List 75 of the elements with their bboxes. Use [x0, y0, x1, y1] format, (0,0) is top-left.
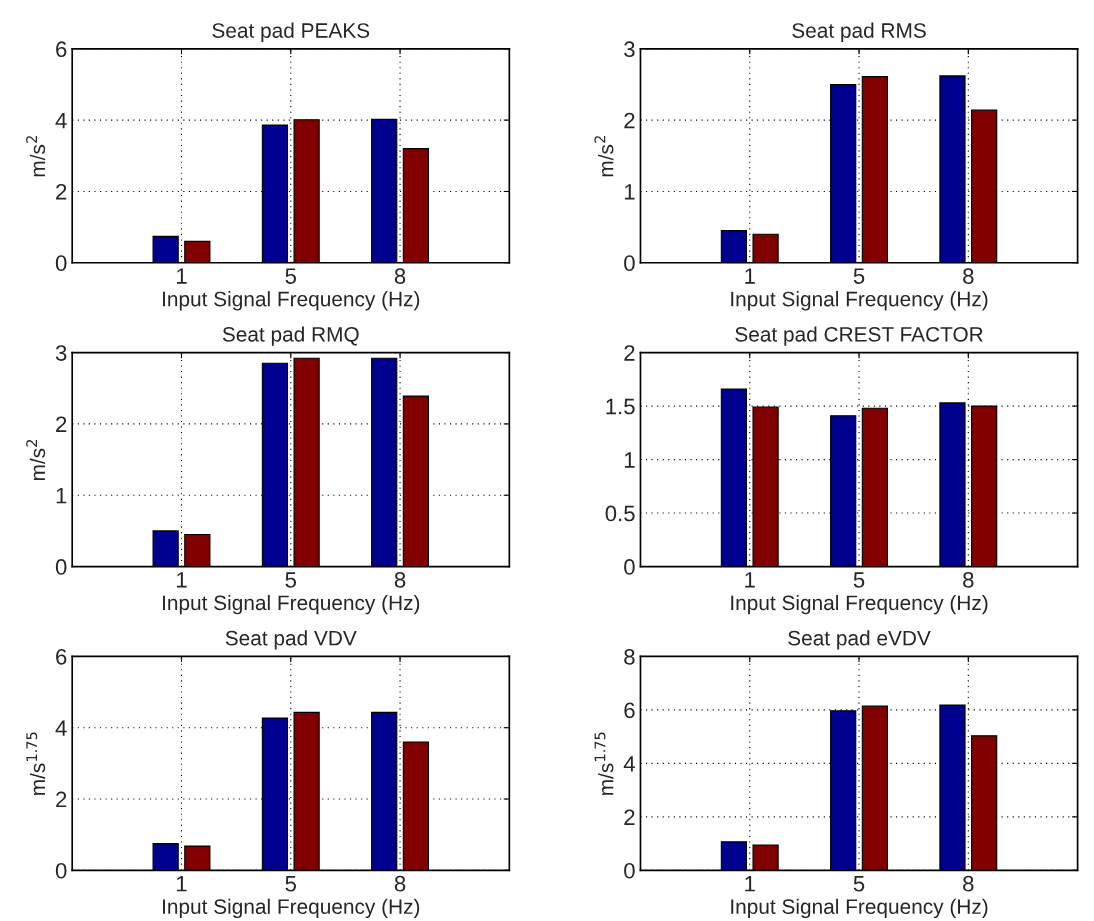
y-tick-label: 6 — [56, 41, 67, 58]
y-tick-label: 3 — [624, 41, 635, 58]
bar — [752, 844, 779, 871]
bar — [402, 741, 430, 871]
x-axis-title: Input Signal Frequency (Hz) — [731, 291, 988, 311]
x-tick-label: 1 — [745, 876, 755, 892]
bar — [371, 357, 398, 567]
y-tick-label: 2 — [56, 183, 67, 200]
x-tick-label: 1 — [745, 268, 755, 284]
chart-title: Seat pad VDV — [225, 630, 357, 650]
y-tick-label: 1 — [624, 184, 635, 200]
bar — [971, 735, 998, 871]
bar — [720, 841, 748, 871]
y-tick-label: 6 — [56, 648, 67, 665]
x-tick-label: 5 — [853, 876, 865, 892]
bar — [939, 402, 966, 567]
y-tick-label: 0 — [55, 255, 67, 272]
x-tick-label: 1 — [745, 572, 755, 588]
x-axis-title: Input Signal Frequency (Hz) — [731, 594, 988, 615]
y-tick-label: 2 — [56, 791, 67, 808]
bar — [152, 530, 179, 567]
x-tick-label: 8 — [963, 572, 974, 588]
y-axis-title: m/s$^{2}$ — [26, 136, 46, 177]
x-tick-label: 5 — [285, 876, 297, 892]
y-tick-label: 0 — [624, 862, 635, 879]
y-axis-title: m/s$^{2}$ — [26, 439, 46, 481]
y-tick-label: 6 — [624, 702, 635, 719]
y-tick-label: 2 — [624, 809, 635, 825]
chart-title: Seat pad RMS — [792, 22, 926, 43]
y-tick-label: 2 — [56, 416, 67, 432]
x-axis-title: Input Signal Frequency (Hz) — [731, 898, 988, 919]
chart-title: Seat pad CREST FACTOR — [735, 326, 983, 346]
bar — [971, 405, 998, 567]
y-tick-label: 1.5 — [606, 398, 635, 415]
x-axis-title: Input Signal Frequency (Hz) — [163, 291, 420, 311]
x-tick-label: 5 — [285, 268, 297, 284]
chart-title: Seat pad PEAKS — [212, 22, 370, 43]
bar — [402, 395, 430, 567]
y-tick-label: 0 — [55, 862, 67, 879]
y-tick-label: 2 — [624, 112, 635, 129]
y-axis-title: m/s$^{1.75}$ — [594, 732, 614, 795]
y-tick-label: 4 — [623, 756, 635, 772]
x-tick-label: 8 — [963, 268, 974, 284]
bar — [184, 845, 211, 871]
x-tick-label: 8 — [394, 572, 406, 588]
y-tick-label: 0 — [624, 255, 635, 272]
x-tick-label: 8 — [394, 875, 406, 892]
y-tick-label: 1 — [56, 488, 67, 504]
y-tick-label: 8 — [624, 648, 635, 665]
chart-title: Seat pad eVDV — [788, 630, 931, 650]
x-tick-label: 1 — [177, 876, 187, 892]
x-tick-label: 8 — [963, 875, 974, 892]
x-tick-label: 1 — [177, 268, 187, 284]
y-tick-label: 0.5 — [605, 505, 635, 522]
bar — [939, 704, 966, 871]
x-tick-label: 5 — [853, 268, 865, 284]
x-tick-label: 8 — [394, 268, 406, 284]
y-tick-label: 4 — [55, 720, 67, 736]
y-axis-title: m/s$^{1.75}$ — [26, 732, 46, 795]
x-tick-label: 5 — [285, 572, 297, 588]
y-tick-label: 0 — [624, 559, 635, 575]
bar — [184, 533, 211, 567]
x-tick-label: 5 — [853, 572, 865, 588]
y-tick-label: 2 — [624, 345, 635, 361]
y-tick-label: 0 — [55, 559, 67, 575]
bar — [152, 843, 179, 871]
y-tick-label: 4 — [55, 112, 67, 129]
bar — [371, 711, 398, 871]
y-tick-label: 3 — [55, 345, 67, 361]
x-tick-label: 1 — [177, 572, 187, 588]
y-axis-title: m/s$^{2}$ — [594, 136, 614, 177]
y-tick-label: 1 — [624, 452, 635, 468]
x-axis-title: Input Signal Frequency (Hz) — [163, 898, 420, 919]
x-axis-title: Input Signal Frequency (Hz) — [163, 594, 420, 615]
chart-title: Seat pad RMQ — [222, 326, 359, 346]
